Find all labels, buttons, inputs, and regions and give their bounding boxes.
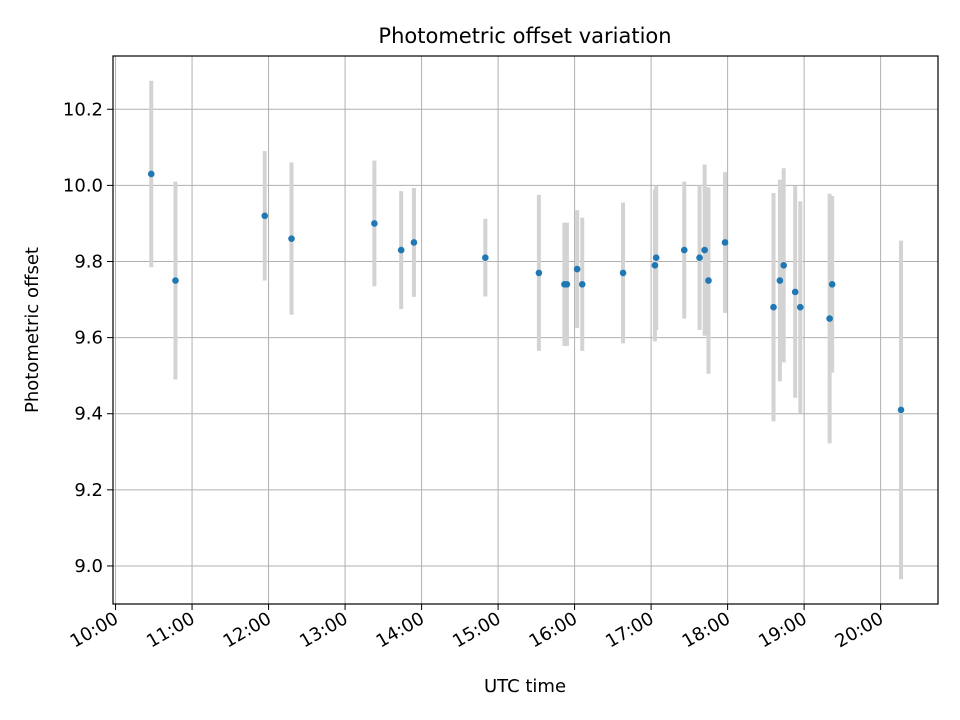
data-point bbox=[780, 262, 788, 269]
data-point bbox=[701, 246, 708, 254]
y-tick-label: 9.4 bbox=[74, 404, 103, 425]
data-point bbox=[261, 212, 269, 220]
data-point bbox=[791, 288, 799, 296]
y-axis-ticks: 9.0 9.2 9.4 9.6 9.8 10.0 10.2 bbox=[63, 99, 113, 577]
data-point bbox=[828, 281, 836, 288]
y-tick-label: 9.8 bbox=[74, 252, 103, 273]
y-axis-label: Photometric offset bbox=[22, 247, 43, 413]
plot-area-frame bbox=[112, 55, 939, 605]
data-point bbox=[897, 406, 905, 414]
chart-title: Photometric offset variation bbox=[378, 24, 671, 48]
data-point bbox=[172, 277, 179, 284]
y-tick-label: 9.2 bbox=[74, 480, 103, 501]
x-tick-label: 20:00 bbox=[832, 608, 887, 652]
data-point bbox=[721, 239, 729, 246]
data-point bbox=[705, 277, 712, 284]
grid-lines bbox=[113, 56, 938, 604]
data-point bbox=[619, 269, 627, 277]
x-tick-label: 15:00 bbox=[449, 608, 504, 652]
data-point bbox=[573, 265, 581, 273]
x-tick-label: 19:00 bbox=[755, 608, 810, 652]
data-point bbox=[371, 220, 378, 227]
data-point bbox=[563, 281, 571, 288]
y-tick-label: 9.0 bbox=[74, 556, 103, 577]
data-point bbox=[482, 254, 489, 261]
data-point bbox=[680, 246, 688, 254]
data-point bbox=[535, 269, 543, 277]
data-point bbox=[696, 254, 703, 261]
data-point bbox=[826, 315, 833, 322]
x-tick-label: 10:00 bbox=[67, 608, 122, 652]
x-tick-label: 14:00 bbox=[373, 608, 428, 652]
data-point bbox=[397, 246, 405, 254]
data-point bbox=[578, 281, 586, 288]
x-tick-label: 17:00 bbox=[602, 608, 657, 652]
data-point bbox=[796, 303, 804, 311]
data-point bbox=[288, 235, 295, 242]
data-points bbox=[147, 170, 905, 414]
y-tick-label: 9.6 bbox=[74, 328, 103, 349]
data-point bbox=[410, 239, 418, 246]
error-bars bbox=[149, 80, 904, 580]
x-tick-label: 13:00 bbox=[296, 608, 351, 652]
x-axis-ticks: 10:00 11:00 12:00 13:00 14:00 15:00 16:00 17:00… bbox=[67, 604, 887, 652]
data-point bbox=[652, 254, 660, 261]
data-point bbox=[147, 170, 155, 178]
data-point bbox=[651, 262, 659, 269]
x-tick-label: 18:00 bbox=[679, 608, 734, 652]
x-axis-label: UTC time bbox=[484, 676, 566, 697]
x-tick-label: 12:00 bbox=[220, 608, 275, 652]
y-tick-label: 10.0 bbox=[63, 175, 103, 196]
data-point bbox=[776, 277, 784, 284]
y-tick-label: 10.2 bbox=[63, 99, 103, 120]
x-tick-label: 16:00 bbox=[526, 608, 581, 652]
x-tick-label: 11:00 bbox=[143, 608, 198, 652]
data-point bbox=[770, 303, 777, 311]
